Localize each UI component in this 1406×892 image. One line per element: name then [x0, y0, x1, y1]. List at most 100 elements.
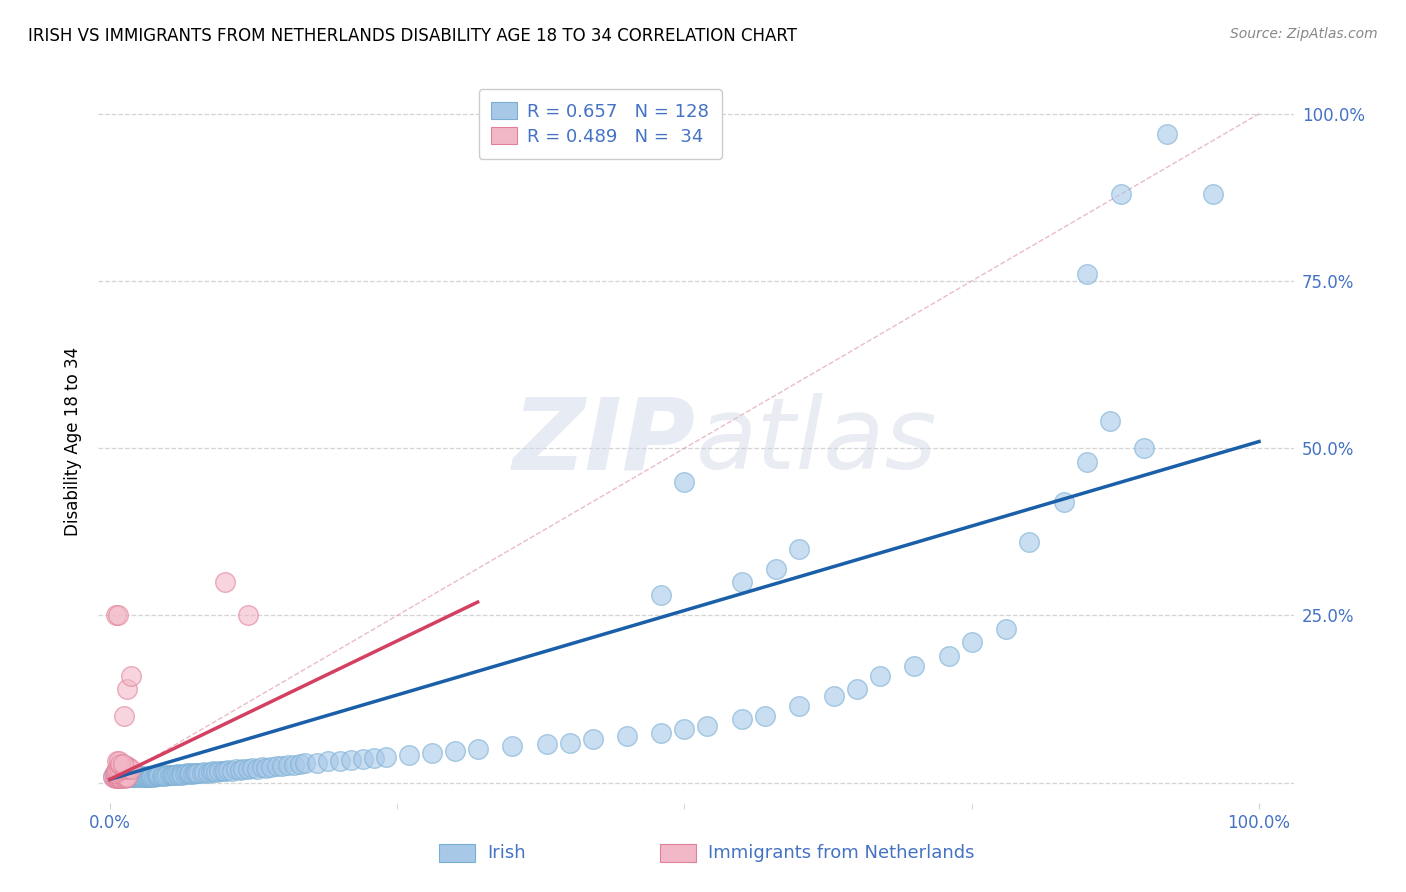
Point	[181, 767, 204, 781]
Point	[1076, 268, 1098, 282]
Point	[128, 769, 150, 783]
Point	[845, 681, 868, 696]
Point	[260, 760, 283, 774]
Point	[221, 764, 243, 778]
Point	[111, 770, 134, 784]
Point	[103, 765, 125, 780]
Point	[673, 475, 696, 489]
Point	[443, 744, 465, 758]
Point	[650, 589, 672, 603]
Point	[129, 769, 152, 783]
Point	[184, 766, 207, 780]
Point	[1053, 494, 1076, 508]
Text: Irish: Irish	[486, 845, 526, 863]
Point	[581, 732, 603, 747]
Point	[1109, 187, 1132, 202]
Point	[160, 767, 183, 781]
Point	[115, 769, 138, 783]
Text: IRISH VS IMMIGRANTS FROM NETHERLANDS DISABILITY AGE 18 TO 34 CORRELATION CHART: IRISH VS IMMIGRANTS FROM NETHERLANDS DIS…	[28, 27, 797, 45]
Point	[105, 771, 128, 785]
Point	[105, 755, 128, 769]
Text: Immigrants from Netherlands: Immigrants from Netherlands	[709, 845, 974, 863]
Point	[995, 622, 1018, 636]
Point	[139, 769, 162, 783]
Point	[173, 767, 195, 781]
Point	[104, 769, 127, 783]
Point	[120, 669, 142, 683]
Text: ZIP: ZIP	[513, 393, 696, 490]
Point	[156, 767, 179, 781]
Point	[103, 771, 125, 785]
Point	[283, 757, 305, 772]
Point	[187, 766, 209, 780]
Point	[112, 771, 135, 785]
Point	[179, 767, 201, 781]
Point	[266, 759, 288, 773]
Point	[1076, 455, 1098, 469]
Point	[536, 737, 558, 751]
Point	[176, 766, 198, 780]
Point	[159, 768, 181, 782]
Bar	[661, 844, 696, 862]
Point	[111, 756, 134, 771]
Point	[217, 763, 239, 777]
Point	[104, 771, 127, 785]
Point	[225, 762, 247, 776]
Point	[305, 756, 328, 770]
Point	[211, 764, 233, 779]
Point	[124, 770, 146, 784]
Point	[938, 648, 960, 663]
Point	[110, 771, 132, 785]
Point	[731, 575, 754, 590]
Point	[202, 764, 225, 779]
Point	[114, 771, 136, 785]
Point	[467, 742, 489, 756]
Legend: R = 0.657   N = 128, R = 0.489   N =  34: R = 0.657 N = 128, R = 0.489 N = 34	[478, 89, 723, 159]
Point	[1098, 414, 1121, 428]
Point	[352, 751, 374, 765]
Point	[142, 770, 165, 784]
Point	[122, 769, 145, 783]
Point	[197, 765, 219, 780]
Point	[208, 764, 231, 778]
Point	[229, 763, 252, 777]
Point	[903, 658, 925, 673]
Point	[120, 769, 142, 783]
Point	[145, 769, 167, 783]
Point	[108, 770, 131, 784]
Point	[823, 689, 845, 703]
Point	[135, 770, 157, 784]
Point	[112, 771, 135, 785]
Point	[146, 768, 169, 782]
Point	[193, 765, 215, 780]
Point	[277, 758, 299, 772]
Point	[148, 768, 170, 782]
Point	[115, 771, 138, 785]
Text: Source: ZipAtlas.com: Source: ZipAtlas.com	[1230, 27, 1378, 41]
Point	[108, 761, 131, 775]
Point	[138, 770, 160, 784]
Point	[167, 767, 190, 781]
Point	[114, 770, 136, 784]
Point	[148, 769, 170, 783]
Point	[316, 755, 339, 769]
Point	[110, 771, 132, 785]
Point	[127, 770, 149, 784]
Point	[204, 765, 226, 780]
Point	[121, 770, 143, 784]
Point	[1018, 534, 1040, 549]
Point	[1156, 127, 1178, 141]
Point	[166, 767, 188, 781]
Point	[107, 608, 129, 623]
Point	[131, 771, 153, 785]
Point	[236, 608, 259, 623]
Point	[191, 765, 214, 780]
Point	[288, 756, 311, 771]
Point	[616, 729, 638, 743]
Point	[117, 761, 139, 775]
Point	[128, 770, 150, 784]
Point	[1133, 442, 1156, 455]
Point	[254, 761, 277, 775]
Point	[111, 770, 134, 784]
Point	[103, 769, 125, 783]
